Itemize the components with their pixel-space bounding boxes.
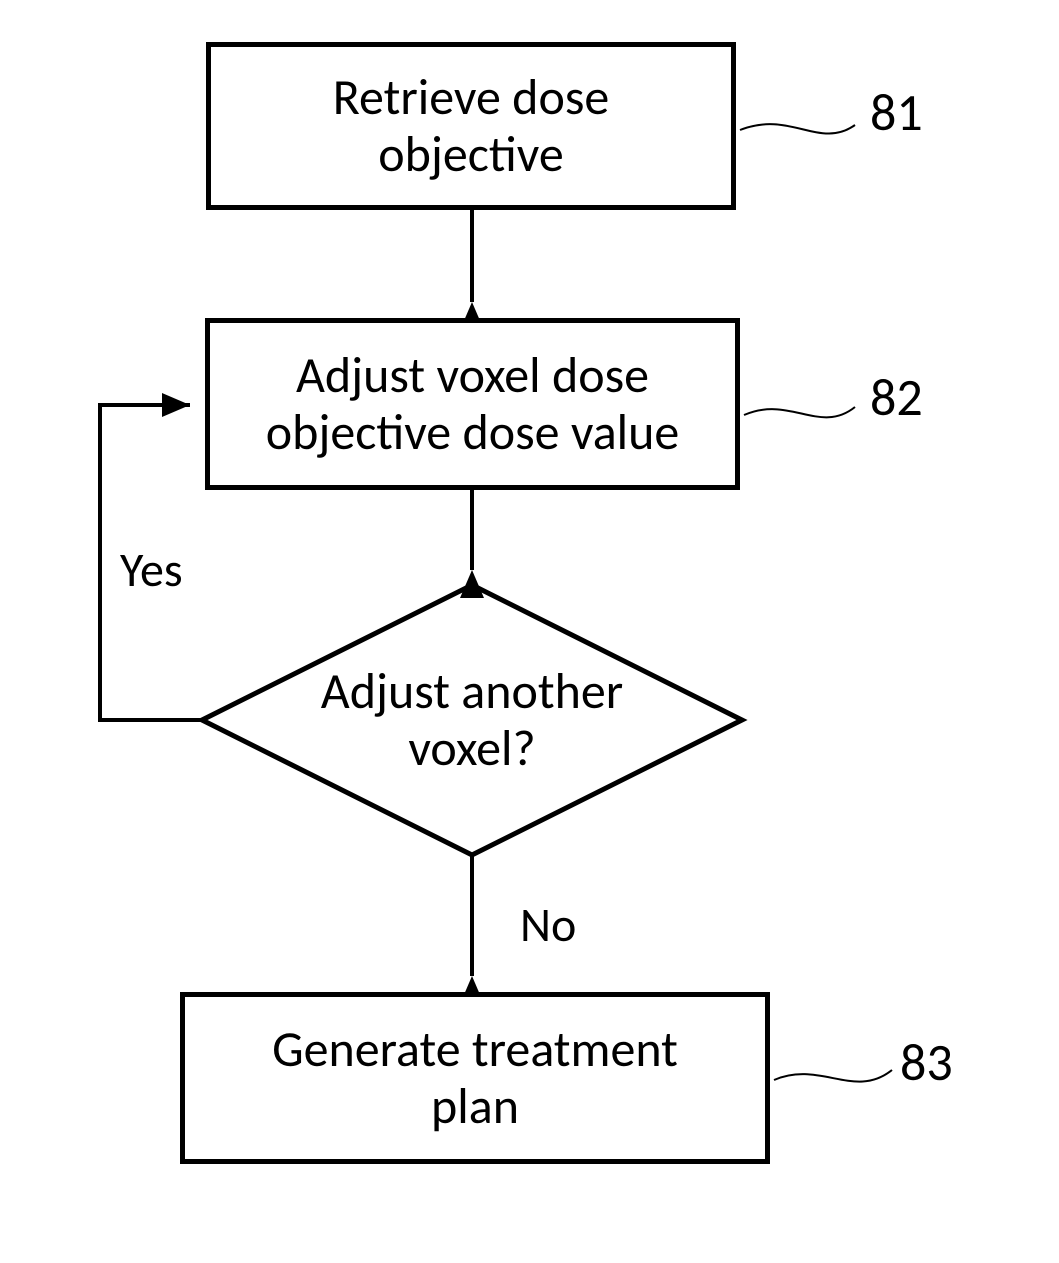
ref-label-n81: 81: [870, 80, 923, 144]
flowchart-decision: [202, 585, 742, 855]
flowchart-canvas: Retrieve doseobjective 81 Adjust voxel dos…: [0, 0, 1059, 1263]
ref-label-n83: 83: [900, 1030, 953, 1094]
flowchart-n83: Generate treatmentplan: [180, 992, 770, 1164]
edge-label-decision-n82: Yes: [120, 540, 183, 599]
edge-label-decision-n83: No: [520, 895, 576, 954]
ref-label-n82: 82: [870, 365, 923, 429]
flowchart-decision-label: Adjust anothervoxel?: [202, 585, 742, 855]
flowchart-n82: Adjust voxel doseobjective dose value: [205, 318, 740, 490]
flowchart-n81: Retrieve doseobjective: [206, 42, 736, 210]
